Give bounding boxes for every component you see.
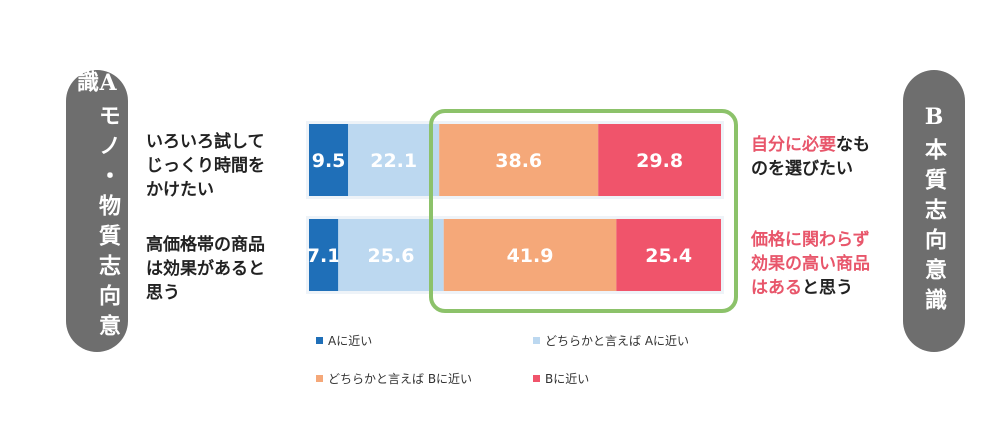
- bar-segment: [309, 219, 339, 291]
- bar-data-label: 7.1: [307, 245, 341, 267]
- row-label-right-line: 効果の高い商品: [751, 252, 901, 276]
- legend-item: Bに近い: [533, 370, 589, 387]
- row-label-right-1: 自分に必要なも のを選びたい: [751, 133, 901, 181]
- bar-segment: [338, 219, 444, 291]
- legend-label: Bに近い: [545, 372, 590, 386]
- legend-swatch: [316, 375, 323, 382]
- bar-data-label: 25.6: [368, 245, 415, 267]
- bar-segment: [616, 219, 721, 291]
- legend-item: Aに近い: [316, 332, 372, 349]
- row-label-line: 思う: [146, 283, 180, 303]
- bar-segment: [309, 124, 349, 196]
- row-label-left-1: いろいろ試して じっくり時間を かけたい: [146, 130, 296, 202]
- row-label-plain: と思う: [802, 278, 853, 298]
- row-label-line: かけたい: [146, 180, 214, 200]
- legend-label: Aに近い: [328, 334, 373, 348]
- bar-segment: [443, 219, 617, 291]
- b-side-label-pill: B本質志向意識: [903, 70, 965, 352]
- legend-swatch: [316, 337, 323, 344]
- legend-swatch: [533, 337, 540, 344]
- row-label-highlight: 価格に関わらず: [751, 230, 870, 250]
- row-label-highlight: 自分に必要: [751, 135, 836, 155]
- bar-data-label: 38.6: [495, 150, 542, 172]
- row-label-left-2: 高価格帯の商品 は効果があると 思う: [146, 233, 296, 305]
- bar-segment: [598, 124, 721, 196]
- legend-item: どちらかと言えば Aに近い: [533, 332, 689, 349]
- row-label-plain: のを選びたい: [751, 159, 853, 179]
- bar-segment: [439, 124, 599, 196]
- bar-data-label: 22.1: [370, 150, 417, 172]
- row-label-right-2: 価格に関わらず 効果の高い商品 はあると思う: [751, 228, 901, 300]
- legend-label: どちらかと言えば Bに近い: [328, 372, 473, 386]
- legend-swatch: [533, 375, 540, 382]
- legend-item: どちらかと言えば Bに近い: [316, 370, 472, 387]
- bar-segment: [348, 124, 440, 196]
- row-label-line: じっくり時間を: [146, 156, 265, 176]
- bar-data-label: 41.9: [507, 245, 554, 267]
- row-label-right-line: はあると思う: [751, 276, 901, 300]
- row-label-right-line: のを選びたい: [751, 157, 901, 181]
- a-side-label-pill: Aモノ・物質志向意識: [66, 70, 128, 352]
- a-side-label-text: Aモノ・物質志向意識: [73, 70, 121, 344]
- row-label-highlight: 効果の高い商品: [751, 254, 870, 274]
- row-label-plain: なも: [836, 135, 870, 155]
- row-label-right-line: 価格に関わらず: [751, 228, 901, 252]
- row-label-right-line: 自分に必要なも: [751, 133, 901, 157]
- row-label-line: いろいろ試して: [146, 132, 265, 152]
- b-side-highlight-frame: [429, 109, 738, 313]
- b-side-label-text: B本質志向意識: [921, 104, 947, 318]
- row-label-line: 高価格帯の商品: [146, 235, 265, 255]
- bar-data-label: 9.5: [312, 150, 346, 172]
- row-label-highlight: はある: [751, 278, 802, 298]
- bar-data-label: 29.8: [636, 150, 683, 172]
- bar-data-label: 25.4: [645, 245, 692, 267]
- legend-label: どちらかと言えば Aに近い: [545, 334, 690, 348]
- row-label-line: は効果があると: [146, 259, 265, 279]
